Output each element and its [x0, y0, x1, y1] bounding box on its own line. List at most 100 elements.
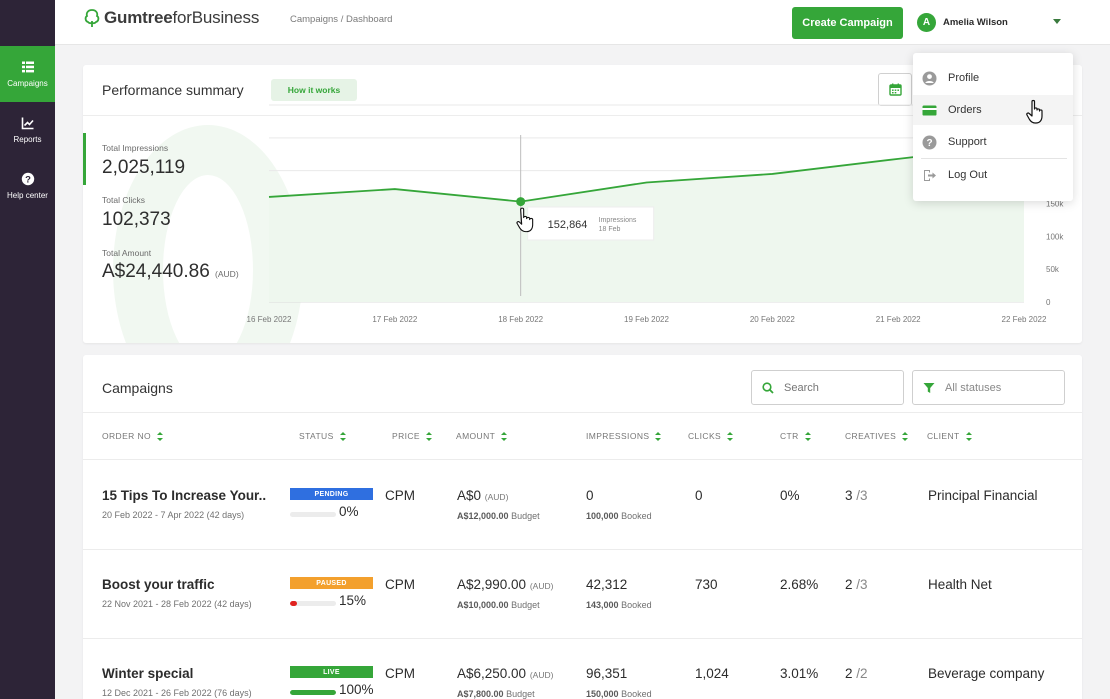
- budget-value: A$7,800.00 Budget: [457, 689, 535, 699]
- ctr-value: 3.01%: [780, 666, 819, 681]
- table-row[interactable]: Winter special 12 Dec 2021 - 26 Feb 2022 …: [83, 638, 1082, 699]
- campaign-name[interactable]: 15 Tips To Increase Your..: [102, 488, 267, 503]
- column-header-creatives[interactable]: CREATIVES: [845, 431, 909, 441]
- breadcrumb[interactable]: Campaigns / Dashboard: [290, 14, 393, 25]
- y-tick-label: 100k: [1046, 232, 1064, 241]
- client-name: Principal Financial: [928, 488, 1038, 503]
- sidebar: Campaigns Reports ? Help center: [0, 0, 55, 699]
- support-icon: ?: [922, 135, 937, 149]
- campaign-name[interactable]: Boost your traffic: [102, 577, 215, 592]
- x-tick-label: 20 Feb 2022: [750, 315, 795, 324]
- column-header-label: CREATIVES: [845, 431, 897, 441]
- campaign-dates: 22 Nov 2021 - 28 Feb 2022 (42 days): [102, 599, 252, 609]
- menu-item-log-out[interactable]: Log Out: [913, 160, 1073, 190]
- chevron-down-icon[interactable]: [1053, 19, 1061, 24]
- menu-item-profile[interactable]: Profile: [913, 63, 1073, 93]
- logo-brand: Gumtree: [104, 8, 173, 27]
- sidebar-item-label: Reports: [13, 135, 42, 144]
- svg-text:?: ?: [926, 138, 932, 149]
- progress-bar: [290, 512, 336, 517]
- row-divider: [83, 549, 1082, 550]
- booked-label: Booked: [621, 689, 652, 699]
- column-header-price[interactable]: PRICE: [392, 431, 432, 441]
- search-input[interactable]: [784, 381, 894, 394]
- divider: [83, 115, 1082, 116]
- ctr-value: 0%: [780, 488, 800, 503]
- budget-value: A$12,000.00 Budget: [457, 511, 540, 521]
- column-header-label: ORDER NO: [102, 431, 152, 441]
- progress-percent: 15%: [339, 593, 367, 608]
- menu-item-support[interactable]: ? Support: [913, 127, 1073, 157]
- user-name[interactable]: Amelia Wilson: [943, 17, 1008, 28]
- how-it-works-button[interactable]: How it works: [271, 79, 357, 101]
- x-tick-label: 19 Feb 2022: [624, 315, 669, 324]
- column-header-ctr[interactable]: CTR: [780, 431, 811, 441]
- hand-cursor-icon: [516, 207, 534, 233]
- x-tick-label: 16 Feb 2022: [247, 315, 292, 324]
- sort-icon: [965, 431, 972, 441]
- sidebar-item-campaigns[interactable]: Campaigns: [0, 46, 55, 102]
- search-icon: [762, 381, 774, 394]
- date-picker-button[interactable]: [878, 73, 912, 106]
- metric-clicks-label[interactable]: Total Clicks: [102, 195, 145, 205]
- sidebar-item-help-center[interactable]: ? Help center: [0, 158, 55, 214]
- metric-impressions-label[interactable]: Total Impressions: [102, 143, 169, 153]
- menu-item-label: Orders: [948, 104, 982, 116]
- sort-icon: [501, 431, 508, 441]
- progress-percent: 0%: [339, 504, 359, 519]
- y-tick-label: 50k: [1046, 265, 1060, 274]
- svg-text:?: ?: [25, 174, 31, 185]
- creatives-total: /2: [856, 666, 868, 681]
- metric-amount-number: A$24,440.86: [102, 261, 210, 282]
- creatives-count: 2: [845, 666, 853, 681]
- orders-icon: [922, 105, 937, 115]
- amount-number: A$2,990.00: [457, 577, 527, 592]
- create-campaign-button[interactable]: Create Campaign: [792, 7, 903, 39]
- active-metric-indicator: [83, 133, 86, 185]
- calendar-icon: [888, 83, 902, 96]
- column-header-impressions[interactable]: IMPRESSIONS: [586, 431, 662, 441]
- column-header-status[interactable]: STATUS: [299, 431, 346, 441]
- menu-item-label: Support: [948, 136, 987, 148]
- sidebar-item-label: Campaigns: [7, 79, 48, 88]
- column-header-label: CTR: [780, 431, 799, 441]
- search-field[interactable]: [751, 370, 904, 405]
- sort-icon: [339, 431, 346, 441]
- x-tick-label: 18 Feb 2022: [498, 315, 543, 324]
- impressions-value: 0: [586, 488, 594, 503]
- sort-icon: [157, 431, 164, 441]
- table-row[interactable]: Boost your traffic 22 Nov 2021 - 28 Feb 2…: [83, 549, 1082, 638]
- client-name: Beverage company: [928, 666, 1045, 681]
- campaigns-title: Campaigns: [102, 380, 173, 396]
- column-header-clicks[interactable]: CLICKS: [688, 431, 734, 441]
- budget-value: A$10,000.00 Budget: [457, 600, 540, 610]
- sidebar-item-reports[interactable]: Reports: [0, 102, 55, 158]
- column-header-amount[interactable]: AMOUNT: [456, 431, 508, 441]
- budget-label: Budget: [506, 689, 535, 699]
- price-model: CPM: [385, 577, 415, 592]
- gumtree-logo[interactable]: Gumtree forBusiness: [83, 8, 259, 28]
- filter-icon: [923, 382, 935, 393]
- creatives-count: 2: [845, 577, 853, 592]
- progress-fill: [290, 601, 297, 606]
- table-row[interactable]: 15 Tips To Increase Your.. 20 Feb 2022 - …: [83, 460, 1082, 549]
- metric-impressions-value[interactable]: 2,025,119: [102, 157, 186, 178]
- chart-tooltip: [527, 206, 655, 241]
- series-line: [268, 143, 1025, 203]
- budget-label: Budget: [511, 511, 540, 521]
- column-header-order-no[interactable]: ORDER NO: [102, 431, 164, 441]
- metric-amount-value[interactable]: A$24,440.86 (AUD): [102, 261, 239, 283]
- creatives-count: 3: [845, 488, 853, 503]
- y-tick-label: 0: [1046, 298, 1051, 307]
- metric-clicks-value[interactable]: 102,373: [102, 209, 171, 230]
- menu-item-orders[interactable]: Orders: [913, 95, 1073, 125]
- campaign-name[interactable]: Winter special: [102, 666, 194, 681]
- menu-item-label: Log Out: [948, 169, 988, 181]
- progress-percent: 100%: [339, 682, 374, 697]
- status-filter-dropdown[interactable]: All statuses: [912, 370, 1065, 405]
- metric-amount-label[interactable]: Total Amount: [102, 248, 152, 258]
- avatar[interactable]: A: [917, 13, 936, 32]
- amount-value: A$6,250.00 (AUD): [457, 666, 553, 681]
- impressions-chart[interactable]: 0 50k 100k 150k 16 Feb 2022 17 Feb 2022 18 Feb…: [83, 65, 1082, 343]
- column-header-client[interactable]: CLIENT: [927, 431, 972, 441]
